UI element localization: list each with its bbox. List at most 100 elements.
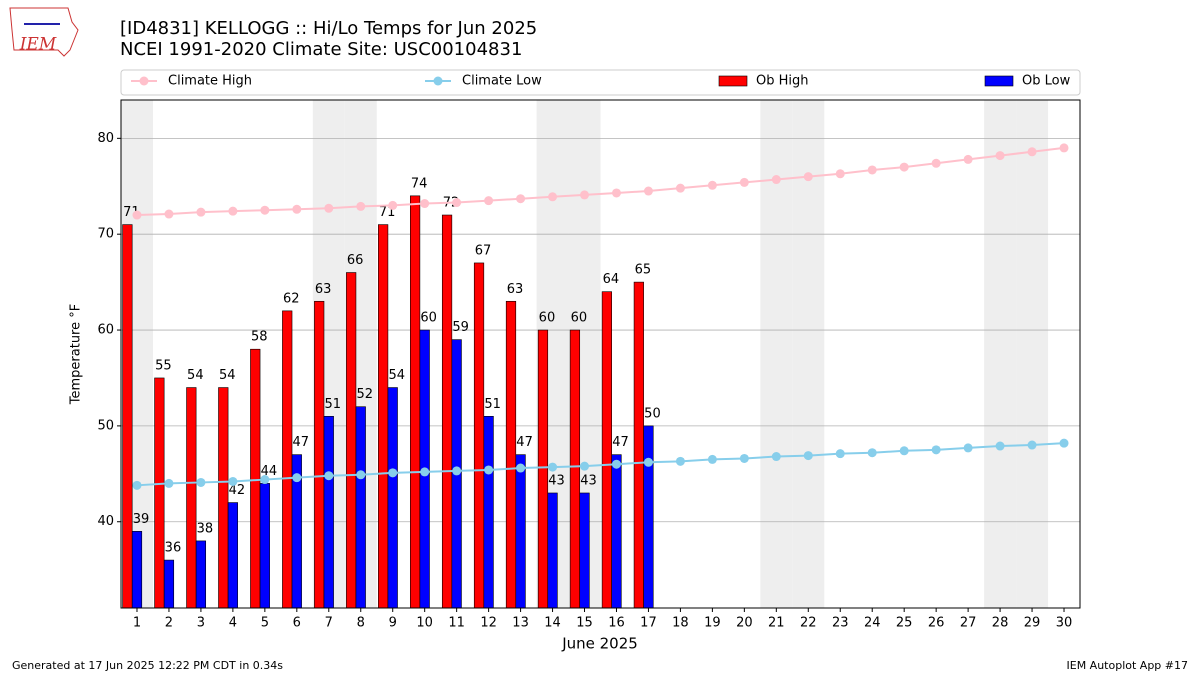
bar-value-label: 66 xyxy=(347,253,364,268)
bar-value-label: 60 xyxy=(571,311,588,326)
line-marker xyxy=(643,186,653,196)
bar-value-label: 54 xyxy=(388,368,405,383)
logo: IEM xyxy=(9,7,79,57)
bar xyxy=(409,195,421,609)
line-marker xyxy=(580,461,590,471)
bar-value-label: 59 xyxy=(452,320,469,335)
bar-value-label: 50 xyxy=(644,406,661,421)
line-marker xyxy=(611,459,621,469)
line-marker xyxy=(1059,438,1069,448)
x-tick-label: 19 xyxy=(704,616,721,631)
x-tick-label: 8 xyxy=(357,616,365,631)
line-marker xyxy=(324,471,334,481)
x-tick-label: 13 xyxy=(512,616,529,631)
bar-value-label: 55 xyxy=(155,358,172,373)
line-marker xyxy=(228,476,238,486)
line-marker xyxy=(516,463,526,473)
y-tick-label: 50 xyxy=(97,418,114,433)
line-marker xyxy=(420,199,430,209)
bar-value-label: 54 xyxy=(187,368,204,383)
bar-value-label: 42 xyxy=(229,483,246,498)
line-marker xyxy=(899,162,909,172)
line-marker xyxy=(292,473,302,483)
line xyxy=(136,146,1065,217)
bar xyxy=(154,377,165,609)
bar xyxy=(122,224,133,609)
line-marker xyxy=(548,462,558,472)
line-marker xyxy=(771,452,781,462)
x-tick-label: 30 xyxy=(1056,616,1073,631)
line-marker xyxy=(707,454,717,464)
legend-label: Climate High xyxy=(168,74,252,89)
logo-outline xyxy=(9,7,79,57)
line-marker xyxy=(356,470,366,480)
bar xyxy=(505,300,517,609)
line-marker xyxy=(388,200,398,210)
x-tick-label: 16 xyxy=(608,616,625,631)
y-axis-label: Temperature °F xyxy=(69,304,84,405)
line-marker xyxy=(1027,440,1037,450)
weekend-shade xyxy=(1016,100,1049,608)
bar-value-label: 54 xyxy=(219,368,236,383)
line-marker xyxy=(516,194,526,204)
legend-box xyxy=(120,69,1081,96)
chart-title: [ID4831] KELLOGG :: Hi/Lo Temps for Jun … xyxy=(120,18,537,39)
bar xyxy=(441,214,453,609)
line-marker xyxy=(739,177,749,187)
line-marker xyxy=(132,480,142,490)
y-tick-label: 40 xyxy=(97,514,114,529)
line-marker xyxy=(228,206,238,216)
x-tick-label: 4 xyxy=(229,616,237,631)
line-marker xyxy=(643,457,653,467)
line-marker xyxy=(132,210,142,220)
line-marker xyxy=(707,180,717,190)
line-marker xyxy=(1059,143,1069,153)
legend-label: Ob Low xyxy=(1022,74,1071,89)
y-tick-label: 80 xyxy=(97,131,114,146)
line-marker xyxy=(580,190,590,200)
bar-value-label: 67 xyxy=(475,243,492,258)
line-marker xyxy=(899,446,909,456)
line-marker xyxy=(803,451,813,461)
bar-value-label: 47 xyxy=(516,435,533,450)
x-tick-label: 12 xyxy=(480,616,497,631)
line-marker xyxy=(260,475,270,485)
bar xyxy=(282,310,293,609)
x-tick-label: 10 xyxy=(416,616,433,631)
y-tick-label: 70 xyxy=(97,227,114,242)
bar-value-label: 43 xyxy=(548,473,565,488)
bar-value-label: 51 xyxy=(484,397,501,412)
bar xyxy=(355,406,366,609)
x-tick-label: 15 xyxy=(576,616,593,631)
chart-subtitle: NCEI 1991-2020 Climate Site: USC00104831 xyxy=(120,39,522,60)
line-marker xyxy=(995,441,1005,451)
line-marker xyxy=(803,172,813,182)
weekend-shade xyxy=(760,100,793,608)
x-axis-label: June 2025 xyxy=(561,635,638,653)
bar xyxy=(537,329,549,609)
legend-swatch xyxy=(984,75,1014,87)
line-marker xyxy=(835,449,845,459)
bar-value-label: 65 xyxy=(635,263,652,278)
bar-value-label: 58 xyxy=(251,330,268,345)
bar xyxy=(195,540,207,609)
x-tick-label: 28 xyxy=(992,616,1009,631)
bar-value-label: 43 xyxy=(580,473,597,488)
bar-value-label: 63 xyxy=(507,282,524,297)
logo-text: IEM xyxy=(19,35,57,55)
bar-value-label: 64 xyxy=(603,272,620,287)
bar xyxy=(569,329,581,609)
line-marker xyxy=(452,198,462,208)
bar xyxy=(547,492,558,609)
x-tick-label: 26 xyxy=(928,616,945,631)
bar xyxy=(314,300,325,609)
x-tick-label: 9 xyxy=(389,616,397,631)
bar xyxy=(250,348,261,609)
line-marker xyxy=(388,468,398,478)
x-tick-label: 11 xyxy=(448,616,465,631)
bar-value-label: 60 xyxy=(420,311,437,326)
x-tick-label: 5 xyxy=(261,616,269,631)
bar xyxy=(643,425,654,609)
line-marker xyxy=(835,169,845,179)
